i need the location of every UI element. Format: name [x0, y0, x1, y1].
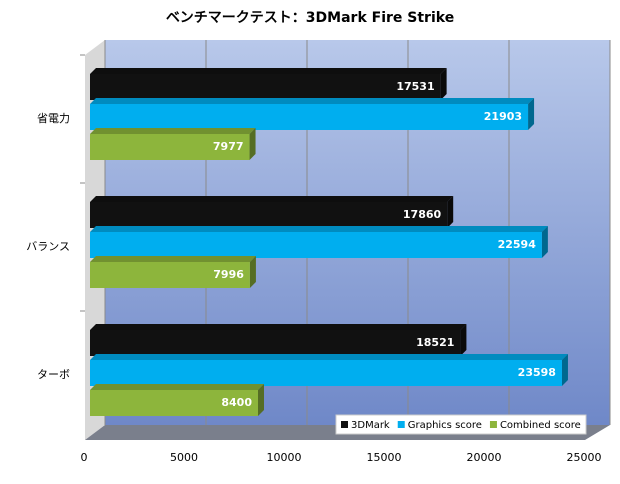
value-label: 17531: [396, 80, 434, 93]
bar-top: [90, 68, 447, 74]
bar-group: 21903: [90, 98, 535, 130]
bar-group: 22594: [90, 226, 548, 258]
bar: [90, 330, 461, 356]
legend-box: [335, 414, 587, 435]
chart-title: ベンチマークテスト：3DMark Fire Strike: [166, 10, 454, 26]
x-tick-label: 25000: [567, 451, 602, 464]
value-label: 17860: [403, 208, 442, 221]
bar-top: [90, 384, 264, 390]
bar-side: [249, 256, 256, 288]
bar: [90, 360, 562, 386]
bar: [90, 390, 258, 416]
bar: [90, 74, 441, 100]
bar-group: 17531: [90, 68, 447, 100]
y-tick-label: バランス: [26, 240, 70, 253]
y-tick-label: ターボ: [37, 368, 70, 381]
bar-side: [447, 196, 454, 228]
x-tick-label: 5000: [170, 451, 198, 464]
y-tick-label: 省電力: [37, 112, 70, 125]
bar-side: [561, 354, 568, 386]
bar-side: [258, 384, 264, 416]
bar: [90, 262, 250, 288]
bar-top: [90, 354, 568, 360]
value-label: 22594: [498, 238, 537, 251]
value-label: 7996: [213, 268, 244, 281]
legend-label: 3DMark: [351, 420, 390, 431]
value-label: 8400: [221, 396, 252, 409]
bar-top: [90, 324, 467, 330]
bar: [90, 232, 542, 258]
value-label: 18521: [416, 336, 454, 349]
bar-side: [528, 98, 535, 130]
bar-group: 8400: [90, 384, 264, 416]
bar-group: 7977: [90, 128, 256, 160]
bar: [90, 134, 250, 160]
bar-group: 17860: [90, 196, 454, 228]
value-label: 7977: [213, 140, 244, 153]
value-label: 23598: [518, 366, 556, 379]
legend-label: Graphics score: [408, 420, 482, 431]
x-tick-label: 20000: [467, 451, 502, 464]
bar-side: [460, 324, 467, 356]
bar-side: [541, 226, 548, 258]
bar: [90, 202, 448, 228]
bar-group: 18521: [90, 324, 467, 356]
legend-label: Combined score: [500, 420, 581, 431]
bar-top: [90, 196, 454, 202]
legend: 3DMark Graphics score Combined score: [335, 414, 587, 435]
x-tick-label: 0: [81, 451, 88, 464]
legend-swatch: [341, 421, 348, 428]
bar-group: 23598: [90, 354, 568, 386]
legend-swatch: [397, 421, 405, 428]
bar: [90, 104, 529, 130]
bar-top: [90, 128, 256, 134]
x-tick-label: 10000: [267, 451, 302, 464]
bar-top: [90, 256, 256, 262]
bar-side: [249, 128, 256, 160]
legend-swatch: [489, 421, 497, 428]
bar-side: [440, 68, 447, 100]
bar-group: 7996: [90, 256, 256, 288]
x-tick-label: 15000: [367, 451, 402, 464]
value-label: 21903: [484, 110, 522, 123]
bar-top: [90, 98, 535, 104]
bar-top: [90, 226, 548, 232]
